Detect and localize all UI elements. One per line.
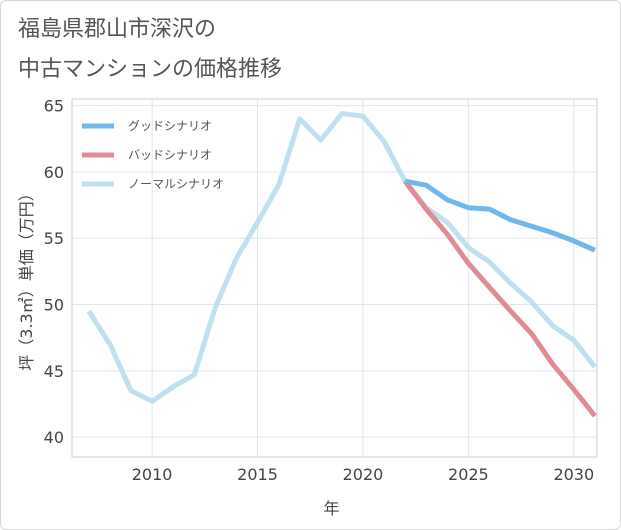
x-tick-label-2015: 2015 — [237, 465, 278, 484]
plot-area — [71, 98, 598, 458]
series-line-2 — [403, 179, 597, 418]
y-tick-label-40: 40 — [44, 428, 64, 447]
y-tick-label-65: 65 — [44, 97, 64, 116]
legend-label-3: ノーマルシナリオ — [128, 177, 224, 191]
y-tick-label-60: 60 — [44, 163, 64, 182]
chart-title-line-1: 福島県郡山市深沢の — [18, 17, 217, 42]
y-axis-title: 坪（3.3㎡）単価（万円） — [17, 185, 36, 370]
chart-title-line-2: 中古マンションの価格推移 — [18, 57, 283, 82]
series-line-1 — [404, 178, 596, 253]
y-tick-label-50: 50 — [44, 296, 64, 315]
x-tick-label-2020: 2020 — [343, 465, 384, 484]
legend-label-2: バッドシナリオ — [128, 148, 212, 162]
x-axis-title: 年 — [323, 499, 339, 518]
x-tick-label-2025: 2025 — [448, 465, 489, 484]
series-line-3 — [86, 111, 597, 404]
x-tick-label-2030: 2030 — [553, 465, 594, 484]
x-tick-label-2010: 2010 — [132, 465, 173, 484]
y-tick-label-45: 45 — [44, 362, 64, 381]
legend-label-1: グッドシナリオ — [128, 119, 212, 133]
y-tick-label-55: 55 — [44, 229, 64, 248]
